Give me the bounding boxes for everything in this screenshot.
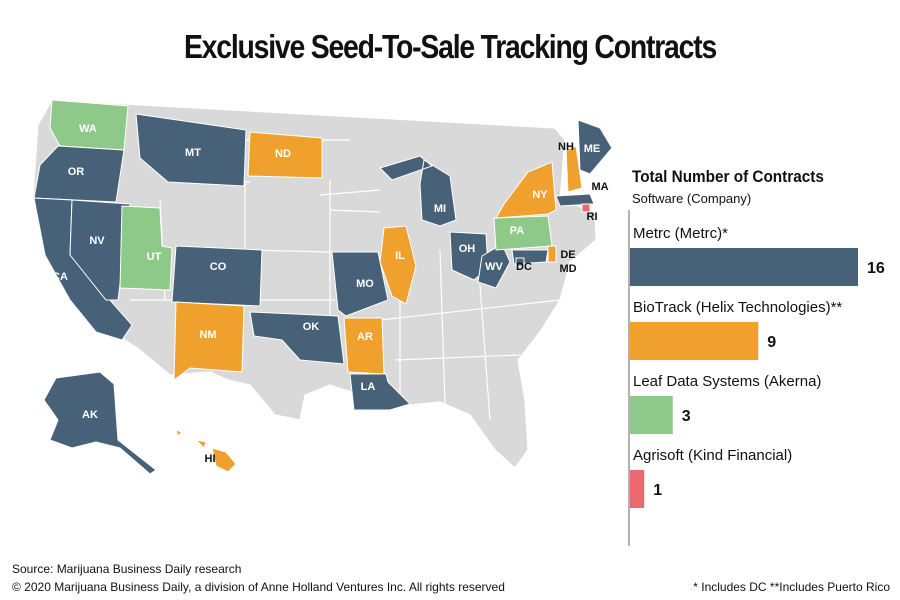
state-ut xyxy=(119,205,173,291)
state-label-ut: UT xyxy=(147,251,162,263)
source-note: Source: Marijuana Business Daily researc… xyxy=(12,562,242,576)
bar-label: Metrc (Metrc)* xyxy=(633,225,728,242)
state-label-nh: NH xyxy=(558,141,574,153)
state-label-or: OR xyxy=(68,166,85,178)
footnote: * Includes DC **Includes Puerto Rico xyxy=(693,580,890,594)
state-ok xyxy=(249,311,345,365)
state-mo xyxy=(331,251,389,317)
state-mt xyxy=(135,113,247,187)
chart-title: Exclusive Seed-To-Sale Tracking Contract… xyxy=(183,28,717,65)
state-label-pa: PA xyxy=(510,225,525,237)
state-label-il: IL xyxy=(395,250,405,262)
state-de xyxy=(547,245,557,263)
bar xyxy=(630,470,645,508)
state-label-co: CO xyxy=(210,261,227,273)
state-il xyxy=(379,225,417,305)
bar-value: 16 xyxy=(867,260,885,277)
state-dc xyxy=(515,257,525,267)
bar-value: 1 xyxy=(653,482,662,499)
state-hi xyxy=(175,429,237,473)
state-label-ny: NY xyxy=(532,189,548,201)
state-label-dc: DC xyxy=(516,261,532,273)
state-label-ok: OK xyxy=(303,321,320,333)
copyright-note: © 2020 Marijuana Business Daily, a divis… xyxy=(12,580,505,594)
state-label-wv: WV xyxy=(485,261,503,273)
state-nv xyxy=(69,199,131,301)
bar-label: Leaf Data Systems (Akerna) xyxy=(633,373,821,390)
state-label-ri: RI xyxy=(587,211,598,223)
map-state-labels: WA OR CA NV MT ND UT CO NM OK AR LA MO IL MI OH WV PA NY NH… xyxy=(52,123,609,465)
contracts-bar-chart: Metrc (Metrc)* 16 BioTrack (Helix Technolo… xyxy=(628,210,885,546)
state-label-ar: AR xyxy=(357,331,373,343)
bar-value: 9 xyxy=(767,334,776,351)
state-nd xyxy=(247,131,323,179)
state-co xyxy=(171,245,263,307)
state-nm xyxy=(173,301,245,382)
state-ar xyxy=(343,317,385,375)
state-label-nv: NV xyxy=(89,235,105,247)
map-states xyxy=(33,99,613,475)
state-label-mo: MO xyxy=(356,278,374,290)
panel-subtitle: Software (Company) xyxy=(632,191,752,206)
bar xyxy=(630,248,858,286)
state-label-nm: NM xyxy=(199,329,216,341)
state-mi xyxy=(379,155,457,227)
state-label-de: DE xyxy=(560,249,575,261)
state-label-wa: WA xyxy=(79,123,97,135)
state-nh xyxy=(565,145,583,193)
state-label-me: ME xyxy=(584,143,601,155)
state-label-mi: MI xyxy=(434,203,446,215)
state-ny xyxy=(495,161,557,219)
state-la xyxy=(349,373,411,411)
state-ri xyxy=(581,203,591,213)
state-label-mt: MT xyxy=(185,147,201,159)
state-label-ma: MA xyxy=(591,181,608,193)
us-map: WA OR CA NV MT ND UT CO NM OK AR LA MO IL MI OH WV PA NY NH… xyxy=(32,99,613,475)
state-ak xyxy=(43,371,157,475)
state-label-ca: CA xyxy=(52,271,68,283)
state-label-hi: HI xyxy=(205,453,216,465)
state-ma xyxy=(555,193,595,207)
bar-label: BioTrack (Helix Technologies)** xyxy=(633,299,842,316)
bar-value: 3 xyxy=(682,408,691,425)
bar xyxy=(630,322,759,360)
panel-title: Total Number of Contracts xyxy=(632,167,824,186)
state-label-ak: AK xyxy=(82,409,98,421)
bar xyxy=(630,396,673,434)
state-label-oh: OH xyxy=(459,243,476,255)
state-label-la: LA xyxy=(361,381,376,393)
state-label-md: MD xyxy=(559,263,576,275)
state-me xyxy=(577,119,613,175)
bar-label: Agrisoft (Kind Financial) xyxy=(633,447,792,464)
state-label-nd: ND xyxy=(275,148,291,160)
